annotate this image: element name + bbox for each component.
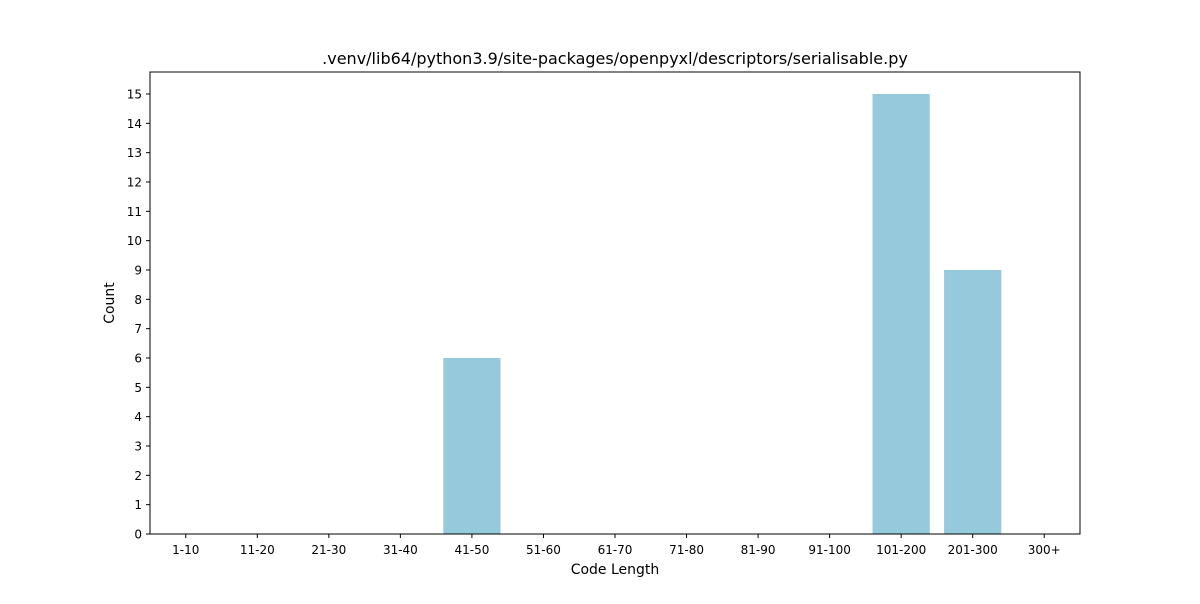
y-tick-label: 12 [127,176,142,190]
y-tick-label: 0 [134,528,142,542]
y-tick-label: 6 [134,352,142,366]
y-tick-label: 7 [134,322,142,336]
x-tick-label: 91-100 [808,543,851,557]
y-tick-label: 14 [127,117,142,131]
y-axis-label: Count [102,282,118,324]
y-tick-label: 15 [127,88,142,102]
bar-101-200 [872,94,930,534]
y-tick-label: 13 [127,146,142,160]
y-tick-label: 2 [134,469,142,483]
y-tick-label: 10 [127,234,142,248]
y-tick-label: 3 [134,440,142,454]
y-tick-label: 9 [134,264,142,278]
x-axis-label: Code Length [571,562,660,578]
y-tick-label: 8 [134,293,142,307]
x-axis-ticks: 1-10 11-20 21-30 31-40 41-50 51-60 61-70 71-80 8… [172,534,1061,557]
x-tick-label: 61-70 [598,543,633,557]
bar-41-50 [443,358,501,534]
x-tick-label: 41-50 [454,543,489,557]
x-tick-label: 71-80 [669,543,704,557]
x-tick-label: 31-40 [383,543,418,557]
bar-201-300 [944,270,1002,534]
y-tick-label: 11 [127,205,142,219]
x-tick-label: 11-20 [240,543,275,557]
y-tick-label: 1 [134,498,142,512]
chart-title: .venv/lib64/python3.9/site-packages/open… [322,49,908,68]
x-tick-label: 51-60 [526,543,561,557]
x-tick-label: 300+ [1028,543,1061,557]
x-tick-label: 1-10 [172,543,199,557]
x-tick-label: 101-200 [876,543,926,557]
x-tick-label: 81-90 [741,543,776,557]
plot-frame [149,71,1081,535]
bars-group [443,94,1002,534]
x-tick-label: 201-300 [948,543,998,557]
x-tick-label: 21-30 [311,543,346,557]
y-tick-label: 5 [134,381,142,395]
y-tick-label: 4 [134,410,142,424]
